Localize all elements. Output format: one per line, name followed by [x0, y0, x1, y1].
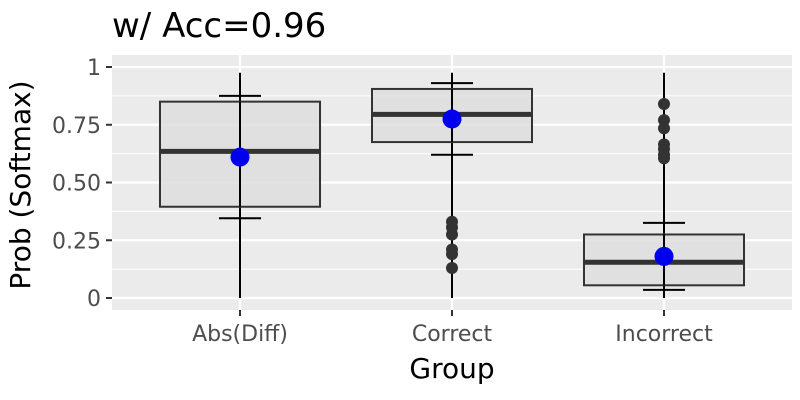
- data-layer: [159, 72, 745, 298]
- y-tick-label: 0.25: [52, 229, 101, 254]
- y-tick-label: 1: [87, 56, 101, 81]
- box-group: [583, 72, 745, 298]
- outlier-point: [658, 138, 670, 151]
- x-tick-label: Correct: [412, 322, 493, 347]
- outlier-point: [658, 114, 670, 127]
- outlier-point: [658, 97, 670, 110]
- x-tick-label: Abs(Diff): [192, 322, 288, 347]
- axis-layer: 0 0.25 0.50 0.75 1 Abs(Diff) Correct Incorrect: [52, 56, 713, 347]
- outlier-point: [446, 243, 458, 256]
- chart-title: w/ Acc=0.96: [112, 6, 326, 46]
- mean-point: [442, 109, 462, 129]
- x-tick-label: Incorrect: [615, 322, 713, 347]
- y-tick-label: 0: [87, 287, 101, 312]
- mean-point: [230, 147, 250, 167]
- mean-point: [654, 246, 674, 266]
- outlier-point: [446, 261, 458, 274]
- x-axis-title: Group: [409, 352, 494, 385]
- box-group: [159, 72, 321, 298]
- y-tick-label: 0.50: [52, 172, 101, 197]
- outlier-point: [446, 215, 458, 228]
- box-group: [371, 72, 533, 298]
- y-tick-label: 0.75: [52, 114, 101, 139]
- y-axis-title: Prob (Softmax): [4, 80, 37, 289]
